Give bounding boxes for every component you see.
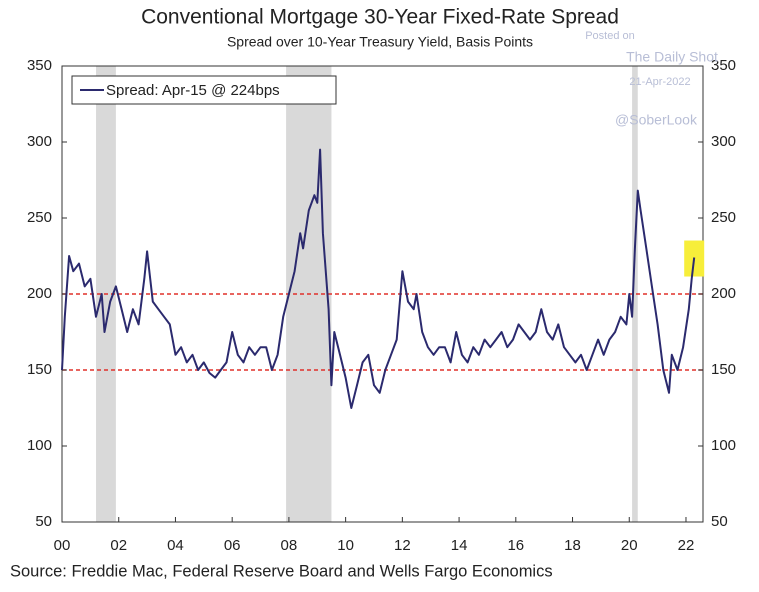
y2-tick-label: 350 xyxy=(711,57,736,74)
y-tick-label: 200 xyxy=(27,285,52,302)
y-tick-label: 350 xyxy=(27,57,52,74)
legend-label: Spread: Apr-15 @ 224bps xyxy=(106,82,280,99)
x-tick-label: 16 xyxy=(507,537,524,554)
watermark: 21-Apr-2022 xyxy=(629,76,690,88)
y-tick-label: 150 xyxy=(27,361,52,378)
chart-title: Conventional Mortgage 30-Year Fixed-Rate… xyxy=(141,6,619,29)
watermark: The Daily Shot xyxy=(626,49,718,65)
watermark: Posted on xyxy=(585,30,635,42)
y-tick-label: 50 xyxy=(35,513,52,530)
y-tick-label: 300 xyxy=(27,133,52,150)
x-tick-label: 06 xyxy=(224,537,241,554)
y2-tick-label: 300 xyxy=(711,133,736,150)
legend-box xyxy=(71,75,337,105)
x-tick-label: 18 xyxy=(564,537,581,554)
chart-subtitle: Spread over 10-Year Treasury Yield, Basi… xyxy=(227,34,533,50)
y-tick-label: 250 xyxy=(27,209,52,226)
y2-tick-label: 250 xyxy=(711,209,736,226)
x-tick-label: 02 xyxy=(110,537,127,554)
y2-tick-label: 200 xyxy=(711,285,736,302)
plot-frame xyxy=(61,65,704,523)
y2-tick-label: 100 xyxy=(711,437,736,454)
y2-tick-label: 50 xyxy=(711,513,728,530)
x-tick-label: 12 xyxy=(394,537,411,554)
x-tick-label: 08 xyxy=(281,537,298,554)
watermark: @SoberLook xyxy=(615,112,698,128)
y2-tick-label: 150 xyxy=(711,361,736,378)
series-line xyxy=(61,148,696,409)
x-tick-label: 14 xyxy=(451,537,468,554)
source: Source: Freddie Mac, Federal Reserve Boa… xyxy=(10,562,553,580)
x-tick-label: 22 xyxy=(678,537,695,554)
x-tick-label: 00 xyxy=(54,537,71,554)
x-tick-label: 04 xyxy=(167,537,184,554)
x-tick-label: 10 xyxy=(337,537,354,554)
x-tick-label: 20 xyxy=(621,537,638,554)
recession-band xyxy=(632,66,638,522)
y-tick-label: 100 xyxy=(27,437,52,454)
